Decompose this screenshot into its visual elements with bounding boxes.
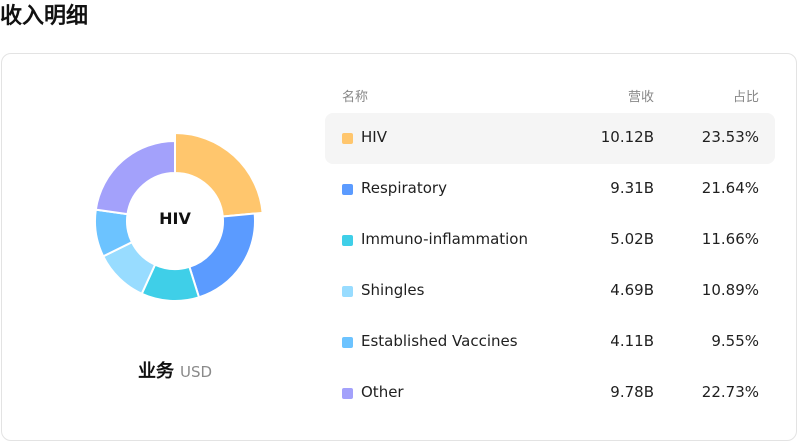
table-row[interactable]: Shingles 4.69B 10.89% (325, 266, 775, 317)
chart-subtitle: 业务 USD (0, 357, 350, 383)
row-ratio: 22.73% (701, 383, 759, 401)
row-revenue: 5.02B (610, 230, 654, 248)
row-revenue: 9.31B (610, 179, 654, 197)
table-row[interactable]: Other 9.78B 22.73% (325, 368, 775, 419)
donut-slice-hiv[interactable] (174, 131, 264, 218)
subtitle-unit: USD (179, 363, 213, 381)
page-title: 收入明细 (0, 4, 89, 29)
row-ratio: 23.53% (701, 128, 759, 146)
row-ratio: 9.55% (711, 332, 759, 350)
table-row[interactable]: HIV 10.12B 23.53% (325, 113, 775, 164)
legend-swatch (342, 388, 353, 399)
table-row[interactable]: Immuno-inflammation 5.02B 11.66% (325, 215, 775, 266)
row-revenue: 4.69B (610, 281, 654, 299)
legend-swatch (342, 286, 353, 297)
row-name: Established Vaccines (361, 332, 518, 350)
donut-center-label: HIV (159, 209, 191, 228)
table-row[interactable]: Established Vaccines 4.11B 9.55% (325, 317, 775, 368)
legend-swatch (342, 133, 353, 144)
row-ratio: 10.89% (701, 281, 759, 299)
legend-swatch (342, 235, 353, 246)
donut-slice-other[interactable] (94, 139, 176, 216)
subtitle-main: 业务 (137, 361, 174, 382)
row-revenue: 10.12B (600, 128, 654, 146)
row-name: Shingles (361, 281, 425, 299)
row-name: Immuno-inflammation (361, 230, 528, 248)
header-ratio: 占比 (732, 90, 759, 105)
row-revenue: 9.78B (610, 383, 654, 401)
revenue-table: HIV 10.12B 23.53% Respiratory 9.31B 21.64% Imm… (325, 113, 775, 419)
donut-chart[interactable] (84, 126, 266, 316)
row-name: Other (361, 383, 404, 401)
row-name: HIV (361, 128, 387, 146)
row-ratio: 21.64% (701, 179, 759, 197)
row-name: Respiratory (361, 179, 447, 197)
row-ratio: 11.66% (701, 230, 759, 248)
header-revenue: 营收 (627, 90, 654, 105)
table-row[interactable]: Respiratory 9.31B 21.64% (325, 164, 775, 215)
legend-swatch (342, 337, 353, 348)
row-revenue: 4.11B (610, 332, 654, 350)
legend-swatch (342, 184, 353, 195)
header-name: 名称 (342, 90, 369, 105)
